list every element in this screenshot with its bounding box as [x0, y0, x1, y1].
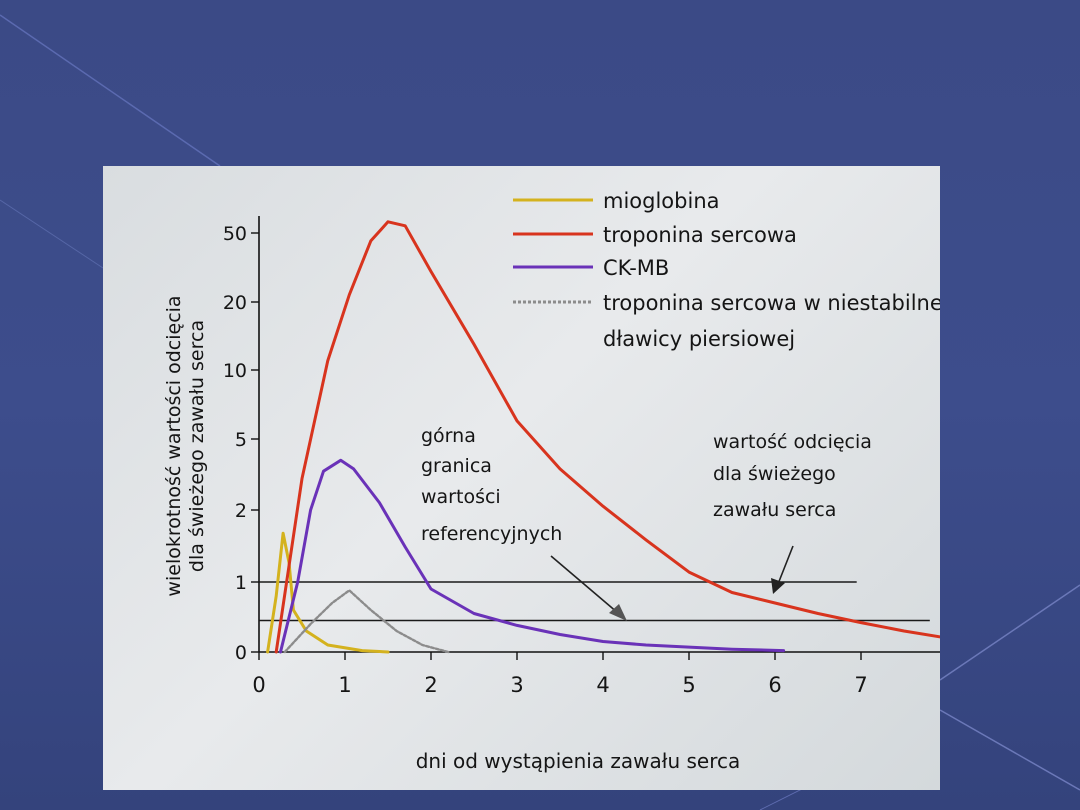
y-tick-label: 0 [235, 642, 247, 664]
decorative-diagonal-line [0, 199, 104, 269]
annotation-arrow [777, 545, 794, 585]
legend-label: mioglobina [603, 189, 720, 213]
y-tick-label: 20 [223, 292, 247, 314]
chart: 0125102050012345678 mioglobinatroponina … [163, 189, 940, 773]
x-tick-label: 7 [854, 673, 867, 697]
annotation-upper-reference-limit: górna granica wartości referencyjnych [421, 425, 627, 621]
annotation-line: zawału serca [713, 499, 836, 521]
x-tick-label: 0 [252, 673, 265, 697]
series-lines [266, 220, 940, 654]
annotation-arrowhead [771, 578, 785, 594]
annotation-arrowhead [609, 604, 627, 621]
annotation-line: granica [421, 455, 492, 477]
x-tick-label: 1 [338, 673, 351, 697]
annotation-line: wartości [421, 486, 501, 508]
series-line [279, 458, 786, 654]
x-tick-label: 5 [682, 673, 695, 697]
x-axis-label: dni od wystąpienia zawału serca [416, 749, 741, 773]
decorative-diagonal-line [939, 584, 1080, 681]
reference-lines [259, 581, 930, 622]
legend: mioglobina troponina sercowa CK-MB troponin… [513, 189, 940, 351]
y-axis-label-line2: dla świeżego zawału serca [186, 320, 208, 572]
y-tick-label: 1 [235, 572, 247, 594]
legend-label: CK-MB [603, 256, 669, 280]
annotation-acute-mi-cutoff: wartość odcięcia dla świeżego zawału ser… [713, 431, 872, 594]
y-tick-label: 2 [235, 500, 247, 522]
y-axis-label-line1: wielokrotność wartości odcięcia [163, 295, 185, 596]
annotation-arrow [550, 555, 619, 614]
decorative-diagonal-line [0, 14, 221, 167]
chart-photo: 0125102050012345678 mioglobinatroponina … [103, 166, 940, 790]
legend-label: troponina sercowa [603, 223, 797, 247]
series-line [274, 220, 940, 654]
series-line [283, 589, 450, 654]
annotation-line: dla świeżego [713, 463, 836, 485]
annotation-line: referencyjnych [421, 523, 562, 545]
annotation-line: górna [421, 425, 476, 447]
legend-label: dławicy piersiowej [603, 327, 795, 351]
y-tick-label: 10 [223, 360, 247, 382]
legend-label: troponina sercowa w niestabilnej [603, 291, 940, 315]
x-tick-label: 4 [596, 673, 609, 697]
axes: 0125102050012345678 [223, 216, 940, 697]
annotation-line: wartość odcięcia [713, 431, 872, 453]
x-tick-label: 3 [510, 673, 523, 697]
y-tick-label: 50 [223, 223, 247, 245]
x-tick-label: 2 [424, 673, 437, 697]
y-tick-label: 5 [235, 429, 247, 451]
decorative-diagonal-line [939, 709, 1080, 791]
x-tick-label: 6 [768, 673, 781, 697]
series-line [266, 531, 390, 654]
